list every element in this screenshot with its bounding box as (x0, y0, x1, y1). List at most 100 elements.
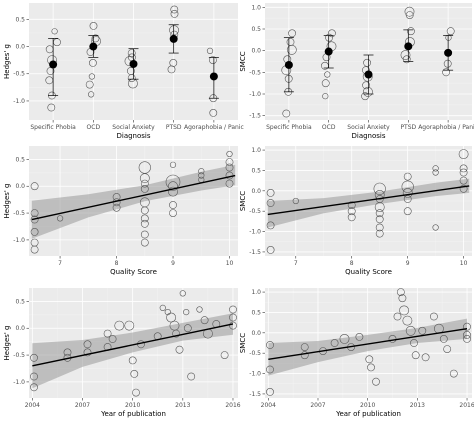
x-tick-label: 2013 (175, 402, 190, 409)
study-point (127, 74, 136, 82)
study-point (325, 33, 333, 42)
study-point (405, 325, 416, 336)
x-axis-title: Diagnosis (116, 132, 150, 140)
study-point (463, 322, 471, 331)
y-tick-label: -1.5 (249, 391, 261, 398)
study-point (139, 173, 150, 184)
study-point (89, 21, 98, 30)
study-point (266, 188, 275, 197)
mean-point (324, 47, 333, 56)
mean-point (89, 42, 98, 51)
regression-line (31, 174, 236, 221)
y-tick-label: -0.5 (249, 69, 261, 76)
study-point (30, 353, 38, 362)
x-tick-label: 2013 (410, 402, 425, 409)
y-tick-label: 0.0 (15, 44, 25, 51)
study-point (83, 348, 92, 357)
regression-line (268, 328, 468, 360)
y-tick-label: -1.5 (249, 249, 261, 256)
study-point (396, 288, 405, 296)
study-point (140, 219, 149, 228)
study-point (169, 209, 177, 217)
study-point (172, 329, 180, 338)
study-point (198, 168, 205, 175)
y-tick-label: 0.0 (251, 48, 261, 55)
study-point (432, 224, 439, 231)
study-point (187, 372, 196, 381)
y-tick-label: -1.0 (249, 229, 261, 236)
x-tick-label: Specific Phobia (266, 124, 312, 131)
x-tick-label: PTSD (400, 124, 416, 131)
study-point (183, 309, 190, 316)
study-point (225, 163, 234, 172)
x-tick-label: 2007 (75, 402, 90, 409)
study-point (220, 351, 229, 359)
y-tick-label: 0.5 (15, 156, 25, 163)
x-axis-title: Diagnosis (351, 132, 385, 140)
data-points (30, 290, 237, 397)
study-point (108, 335, 117, 343)
y-tick-label: -1.0 (13, 237, 25, 244)
study-point (87, 91, 95, 98)
study-point (463, 334, 471, 343)
study-point (339, 333, 350, 344)
y-axis: -1.5 -1.0 -0.5 0.0 0.5 1.0 (249, 4, 265, 120)
confidence-band (268, 318, 467, 376)
x-tick-label: Social Anxiety (112, 124, 155, 131)
study-point (410, 339, 418, 347)
mean-point (284, 60, 293, 69)
x-tick-label: 10 (460, 260, 468, 267)
study-point (432, 169, 439, 176)
study-point (288, 29, 296, 38)
study-point (169, 59, 178, 67)
y-tick-label: 1.0 (251, 4, 261, 11)
study-point (439, 334, 448, 343)
y-tick-label: -1.0 (249, 371, 261, 378)
y-axis-title: Hedges' g (3, 183, 11, 218)
group-means (48, 24, 219, 99)
y-tick-label: -0.5 (249, 350, 261, 357)
panel-c: -1.0 -0.5 0.0 0.5 7 8 9 10 Quality Score Hedges' … (3, 146, 238, 276)
study-point (449, 369, 458, 378)
study-point (266, 341, 274, 349)
study-point (130, 369, 139, 378)
y-axis: -1.0 -0.5 0.0 0.5 (13, 298, 29, 386)
study-point (374, 189, 385, 200)
x-axis: Specific Phobia OCD Social Anxiety PTSD Agor… (30, 120, 244, 131)
study-point (362, 81, 370, 90)
study-point (56, 215, 64, 222)
study-point (167, 65, 176, 74)
study-point (30, 372, 38, 381)
y-tick-label: 0.0 (251, 188, 261, 195)
y-tick-label: 0.5 (15, 298, 25, 305)
x-tick-label: 2007 (310, 402, 325, 409)
study-point (442, 68, 450, 77)
study-point (112, 203, 121, 212)
study-point (91, 34, 100, 43)
study-point (226, 150, 233, 158)
x-tick-label: 7 (294, 260, 298, 267)
study-point (30, 227, 39, 236)
x-tick-label: Social Anxiety (347, 124, 390, 131)
study-point (365, 355, 374, 364)
study-point (459, 176, 468, 185)
study-point (388, 334, 397, 343)
study-point (362, 86, 373, 97)
study-point (399, 305, 409, 316)
study-point (445, 34, 452, 41)
regression-line (267, 185, 470, 216)
study-point (403, 195, 412, 203)
mean-point (209, 72, 218, 81)
study-point (266, 199, 275, 207)
study-point (373, 182, 386, 195)
y-tick-label: -0.5 (13, 352, 25, 359)
group-means (283, 29, 454, 95)
study-point (229, 321, 237, 330)
study-point (347, 213, 356, 222)
study-point (140, 238, 149, 247)
mean-point (444, 48, 453, 57)
study-point (292, 197, 299, 205)
study-point (347, 207, 356, 216)
study-point (132, 388, 140, 397)
x-tick-label: 8 (115, 260, 119, 267)
